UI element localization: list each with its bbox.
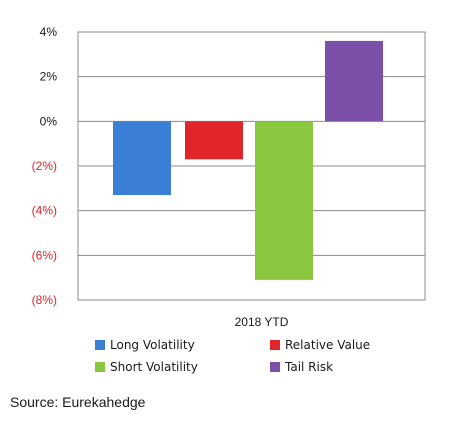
legend-swatch [270, 340, 280, 350]
y-tick-label: (4%) [32, 204, 57, 218]
legend-item: Long Volatility [95, 338, 270, 352]
legend-item: Short Volatility [95, 360, 270, 374]
legend-label: Tail Risk [285, 360, 334, 374]
y-tick-label: (6%) [32, 248, 57, 262]
y-tick-label: 0% [40, 114, 58, 128]
x-category-label: 2018 YTD [235, 315, 289, 329]
bar [325, 40, 383, 122]
y-tick-label: 2% [40, 70, 58, 84]
legend: Long Volatility Relative Value Short Volat… [95, 338, 425, 374]
legend-item: Tail Risk [270, 360, 425, 374]
legend-label: Long Volatility [110, 338, 195, 352]
bar [113, 121, 171, 196]
y-tick-label: (8%) [32, 293, 57, 307]
y-tick-label: 4% [40, 25, 58, 39]
chart: 4% 2% 0% (2%) (4%) (6%) (8%) 2018 YTD [32, 25, 426, 329]
legend-item: Relative Value [270, 338, 425, 352]
legend-swatch [270, 362, 280, 372]
legend-swatch [95, 362, 105, 372]
source-note: Source: Eurekahedge [10, 394, 146, 410]
bar [255, 121, 313, 280]
legend-label: Relative Value [285, 338, 371, 352]
y-tick-label: (2%) [32, 159, 57, 173]
legend-label: Short Volatility [110, 360, 198, 374]
legend-swatch [95, 340, 105, 350]
bar [185, 121, 243, 160]
